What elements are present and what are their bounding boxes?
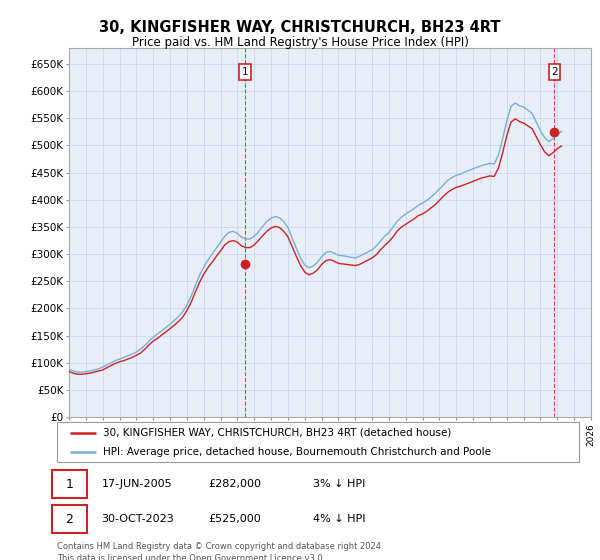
- Text: 4% ↓ HPI: 4% ↓ HPI: [313, 514, 365, 524]
- Text: 17-JUN-2005: 17-JUN-2005: [101, 479, 172, 489]
- Text: 2: 2: [551, 67, 558, 77]
- Text: 1: 1: [65, 478, 73, 491]
- Text: 1: 1: [242, 67, 248, 77]
- Text: Contains HM Land Registry data © Crown copyright and database right 2024.
This d: Contains HM Land Registry data © Crown c…: [57, 542, 383, 560]
- Text: 3% ↓ HPI: 3% ↓ HPI: [313, 479, 365, 489]
- Text: 2: 2: [65, 513, 73, 526]
- Text: Price paid vs. HM Land Registry's House Price Index (HPI): Price paid vs. HM Land Registry's House …: [131, 36, 469, 49]
- Text: £525,000: £525,000: [208, 514, 261, 524]
- Text: 30-OCT-2023: 30-OCT-2023: [101, 514, 174, 524]
- Text: HPI: Average price, detached house, Bournemouth Christchurch and Poole: HPI: Average price, detached house, Bour…: [103, 447, 491, 457]
- FancyBboxPatch shape: [57, 422, 579, 462]
- FancyBboxPatch shape: [52, 470, 87, 498]
- Text: £282,000: £282,000: [208, 479, 262, 489]
- FancyBboxPatch shape: [52, 505, 87, 533]
- Text: 30, KINGFISHER WAY, CHRISTCHURCH, BH23 4RT: 30, KINGFISHER WAY, CHRISTCHURCH, BH23 4…: [99, 20, 501, 35]
- Text: 30, KINGFISHER WAY, CHRISTCHURCH, BH23 4RT (detached house): 30, KINGFISHER WAY, CHRISTCHURCH, BH23 4…: [103, 428, 451, 438]
